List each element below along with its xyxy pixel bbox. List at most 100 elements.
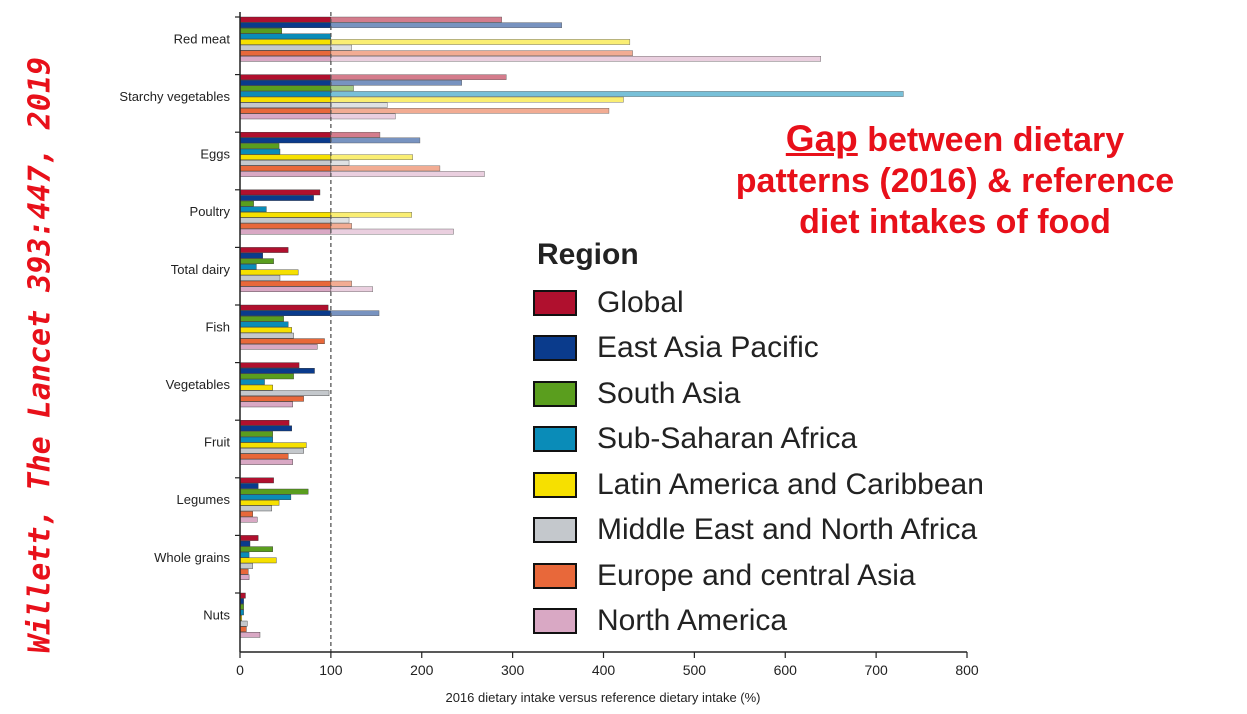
bar-segment-solid [239, 459, 293, 465]
bar-segment-solid [239, 131, 332, 138]
bar-segment-excess [330, 228, 454, 235]
gap-word: Gap [785, 118, 858, 159]
bar-poultry-south-asia [239, 200, 254, 207]
bar-segment-solid [239, 620, 248, 627]
bar-fish-europe-and-central-asia [239, 338, 325, 345]
bar-segment-excess [330, 159, 350, 166]
legend: Region Global East Asia Pacific South Asia… [533, 238, 984, 644]
bar-segment-solid [239, 137, 332, 144]
bar-segment-solid [239, 483, 259, 489]
bar-segment-excess [330, 79, 462, 86]
bar-segment-solid [239, 448, 304, 454]
x-axis-label: 2016 dietary intake versus reference die… [445, 690, 760, 705]
bar-segment-solid [239, 500, 280, 506]
bar-segment-solid [239, 107, 332, 114]
bar-segment-solid [239, 154, 332, 161]
legend-item-latin-america-and-caribbean: Latin America and Caribbean [533, 462, 984, 508]
legend-label: Latin America and Caribbean [597, 467, 984, 501]
bar-segment-excess [330, 113, 396, 120]
bar-red-meat-sub-saharan-africa [239, 33, 332, 40]
bar-whole-grains-global [239, 535, 259, 541]
bar-segment-solid [239, 228, 332, 235]
bar-segment-excess [330, 16, 502, 23]
bar-eggs-north-america [239, 171, 485, 177]
bar-segment-excess [330, 286, 373, 293]
bar-eggs-latin-america-and-caribbean [239, 154, 413, 161]
bar-legumes-east-asia-pacific [239, 483, 259, 489]
bar-segment-solid [239, 211, 332, 218]
bar-segment-solid [239, 304, 329, 311]
bar-segment-solid [239, 85, 332, 92]
bar-segment-solid [239, 247, 289, 253]
bar-segment-solid [239, 113, 332, 120]
bar-segment-excess [330, 280, 352, 287]
bar-segment-solid [239, 44, 332, 51]
bar-starchy-vegetables-north-america [239, 113, 396, 120]
gap-annotation: Gap between dietary patterns (2016) & re… [660, 118, 1247, 243]
bar-segment-excess [330, 171, 485, 177]
gap-annotation-line-1-rest: between dietary [857, 121, 1125, 159]
bar-whole-grains-latin-america-and-caribbean [239, 557, 277, 564]
bar-red-meat-middle-east-and-north-africa [239, 44, 352, 51]
bar-segment-solid [239, 563, 253, 569]
legend-swatch [533, 426, 577, 453]
bar-segment-solid [239, 626, 247, 632]
bar-segment-solid [239, 252, 263, 259]
bar-whole-grains-middle-east-and-north-africa [239, 563, 253, 569]
bar-segment-excess [330, 137, 421, 144]
bar-segment-solid [239, 516, 258, 523]
bar-legumes-global [239, 477, 274, 484]
legend-swatch [533, 335, 577, 362]
category-label-fruit: Fruit [204, 435, 230, 450]
bar-vegetables-north-america [239, 401, 293, 408]
category-label-starchy-vegetables: Starchy vegetables [119, 89, 230, 104]
legend-title: Region [537, 238, 639, 271]
gap-annotation-line-3: diet intakes of food [799, 203, 1111, 241]
bar-fish-middle-east-and-north-africa [239, 332, 294, 339]
bar-starchy-vegetables-middle-east-and-north-africa [239, 102, 388, 108]
bar-eggs-south-asia [239, 143, 280, 149]
x-tick-label-400: 400 [592, 662, 616, 678]
bar-segment-solid [239, 74, 332, 80]
bar-segment-solid [239, 535, 259, 541]
bar-segment-solid [239, 632, 261, 638]
x-tick-label-500: 500 [683, 662, 707, 678]
bar-segment-solid [239, 33, 332, 40]
bar-segment-solid [239, 275, 281, 281]
bar-segment-excess [330, 102, 388, 108]
bar-segment-solid [239, 436, 273, 443]
bar-segment-solid [239, 494, 292, 501]
gap-annotation-line-1: Gap between dietary [660, 118, 1247, 161]
bar-poultry-middle-east-and-north-africa [239, 217, 350, 224]
bar-segment-solid [239, 540, 251, 547]
bar-segment-solid [239, 50, 332, 56]
bar-total-dairy-east-asia-pacific [239, 252, 263, 259]
bar-segment-excess [330, 165, 441, 172]
legend-label: Global [597, 285, 684, 319]
x-tick-label-100: 100 [319, 662, 343, 678]
bar-poultry-north-america [239, 228, 454, 235]
bar-whole-grains-south-asia [239, 546, 273, 552]
bar-segment-excess [330, 96, 624, 103]
bar-starchy-vegetables-south-asia [239, 85, 354, 92]
bar-vegetables-south-asia [239, 373, 294, 380]
bar-vegetables-europe-and-central-asia [239, 396, 304, 402]
bar-legumes-north-america [239, 516, 258, 523]
bar-fish-sub-saharan-africa [239, 321, 289, 328]
bar-segment-solid [239, 425, 292, 432]
bar-segment-solid [239, 269, 299, 276]
category-label-nuts: Nuts [203, 607, 230, 622]
bar-segment-solid [239, 511, 253, 517]
bar-eggs-sub-saharan-africa [239, 148, 281, 155]
bar-segment-excess [330, 154, 413, 161]
bar-legumes-south-asia [239, 488, 309, 495]
category-label-poultry: Poultry [190, 204, 231, 219]
bar-segment-solid [239, 195, 314, 201]
bar-segment-solid [239, 453, 289, 460]
bar-segment-solid [239, 159, 332, 166]
bar-fish-south-asia [239, 316, 284, 322]
legend-swatch [533, 562, 577, 589]
bar-segment-solid [239, 280, 332, 287]
bar-fish-east-asia-pacific [239, 310, 380, 317]
legend-item-europe-and-central-asia: Europe and central Asia [533, 553, 984, 599]
